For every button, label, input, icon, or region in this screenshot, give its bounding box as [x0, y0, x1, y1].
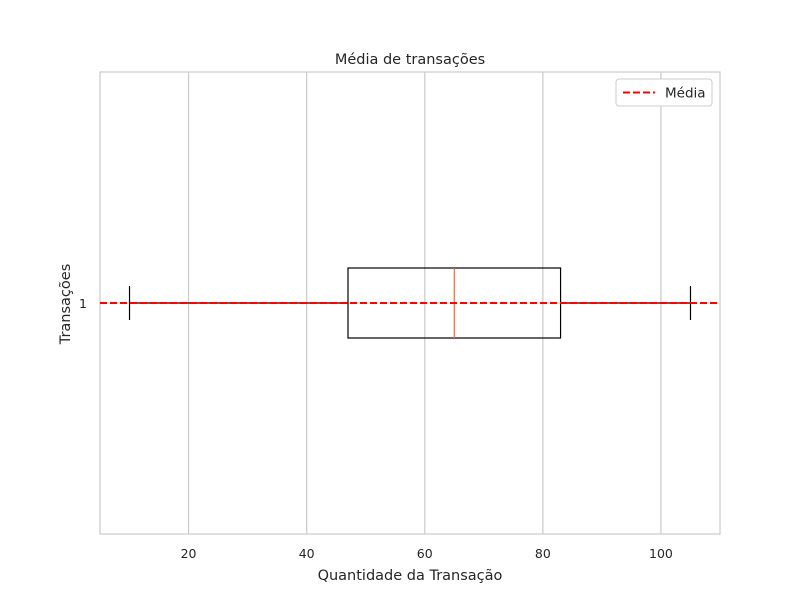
x-tick-label: 80 [535, 546, 551, 561]
legend: Média [615, 78, 713, 107]
legend-mean-label: Média [665, 86, 706, 102]
y-tick-layer: 1 [79, 296, 87, 311]
x-tick-label: 60 [417, 546, 433, 561]
x-tick-label: 100 [649, 546, 673, 561]
y-axis-label: Transações [58, 264, 74, 346]
x-axis-label: Quantidade da Transação [318, 568, 503, 584]
y-tick-label: 1 [79, 296, 87, 311]
x-tick-label: 40 [299, 546, 315, 561]
x-tick-label: 20 [181, 546, 197, 561]
x-tick-layer: 20 40 60 80 100 [181, 546, 673, 561]
chart-title: Média de transações [335, 52, 485, 68]
legend-box [615, 78, 713, 107]
